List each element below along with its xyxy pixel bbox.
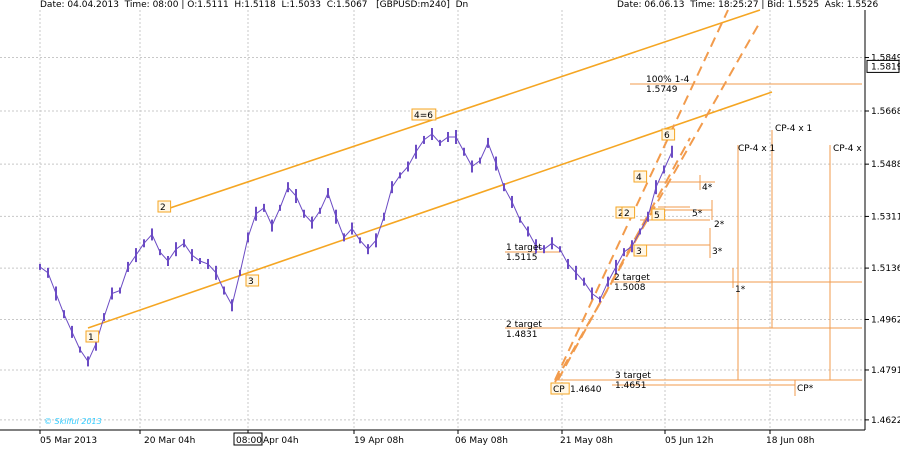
y-tick-label: 1.5311 (871, 212, 900, 222)
wave-label-1: 2 (160, 203, 166, 213)
projection-label-6: CP-4 x 1 (775, 124, 812, 134)
cursor-time-box (233, 432, 263, 446)
target-name-1: 1 target (506, 243, 542, 253)
price-series (39, 128, 673, 367)
target-name-3: 2 target (506, 320, 542, 330)
x-tick-label: Apr 04h (263, 436, 299, 446)
target-name-4: 3 target (615, 371, 651, 381)
fan-line-3 (557, 137, 691, 381)
cursor-time-label: 08:00 (236, 436, 262, 446)
wave-label-0: 1 (88, 333, 94, 343)
wave-label-3-box (411, 108, 437, 121)
wave-label-7-box (633, 170, 648, 183)
target-value-3: 1.4831 (506, 330, 538, 340)
wave-label-8: 5 (654, 211, 660, 221)
wave-label-2-box (245, 274, 260, 287)
wave-label-2: 3 (248, 277, 254, 287)
y-tick-label: 1.4791 (871, 366, 900, 376)
target-value-1: 1.5115 (506, 253, 538, 263)
projection-label-1: 5* (692, 209, 703, 219)
y-tick-label: 1.4622 (871, 416, 900, 426)
header-info-right: Date: 06.06.13 Time: 18:25:27 | Bid: 1.5… (617, 0, 879, 10)
chart-grid (0, 10, 865, 430)
projection-label-4: 1* (735, 285, 746, 295)
target-name-0: 100% 1-4 (646, 75, 690, 85)
wave-label-1-box (157, 200, 172, 213)
y-tick-label: 1.5849 (871, 54, 900, 64)
wave-label-8-box (651, 208, 666, 221)
target-name-2: 2 target (614, 273, 650, 283)
channel-upper-line (169, 9, 761, 209)
y-tick-label: 1.5136 (871, 264, 900, 274)
trend-channels (87, 9, 773, 383)
target-lines (505, 83, 862, 396)
y-tick-label: 1.4962 (871, 315, 900, 325)
watermark-text: © Skilful 2013 (44, 417, 102, 426)
y-axis-ticks: 1.5849 1.5668 1.5488 1.5311 1.5136 1.4962 1.47… (865, 54, 900, 426)
projection-label-8: CP* (797, 384, 814, 394)
channel-lower-line (87, 91, 773, 329)
wave-label-4: 2 (618, 209, 624, 219)
current-price-box (866, 59, 900, 73)
target-value-2: 1.5008 (614, 283, 646, 293)
x-tick-label: 19 Apr 08h (354, 436, 404, 446)
projection-label-3: 3* (712, 247, 723, 257)
wave-label-5: 2 (624, 209, 630, 219)
target-value-0: 1.5749 (646, 85, 678, 95)
wave-label-9-box (661, 128, 676, 141)
header-info-left: Date: 04.04.2013 Time: 08:00 | O:1.5111 … (40, 0, 469, 10)
projection-label-2: 2* (714, 220, 725, 230)
cp-label: CP (553, 385, 565, 395)
wave-label-6-box (633, 244, 648, 257)
projection-label-5: CP-4 x 1 (738, 144, 775, 154)
price-line (39, 133, 673, 363)
wave-label-9: 6 (664, 131, 670, 141)
target-value-4: 1.4651 (615, 381, 647, 391)
x-axis-ticks: 05 Mar 2013 20 Mar 04h Apr 04h 19 Apr 08h 06… (39, 430, 814, 446)
wave-label-6: 3 (636, 247, 642, 257)
wave-label-0-box (85, 330, 100, 343)
projection-label-7: CP-4 x (833, 144, 862, 154)
x-tick-label: 18 Jun 08h (766, 436, 814, 446)
x-tick-label: 05 Jun 12h (665, 436, 713, 446)
x-tick-label: 05 Mar 2013 (40, 436, 97, 446)
projection-label-0: 4* (702, 183, 713, 193)
current-price-label: 1.5819 (871, 62, 900, 72)
y-tick-label: 1.5488 (871, 160, 900, 170)
wave-label-7: 4 (636, 173, 642, 183)
x-tick-label: 20 Mar 04h (144, 436, 195, 446)
y-tick-label: 1.5668 (871, 107, 900, 117)
x-tick-label: 06 May 08h (455, 436, 508, 446)
wave-label-5-box (621, 206, 636, 219)
cp-label-box (550, 382, 570, 395)
cp-value: 1.4640 (570, 385, 602, 395)
wave-label-3: 4=6 (414, 111, 433, 121)
fan-line-1 (554, 9, 729, 381)
x-tick-label: 21 May 08h (560, 436, 613, 446)
chart-axes (0, 10, 866, 431)
